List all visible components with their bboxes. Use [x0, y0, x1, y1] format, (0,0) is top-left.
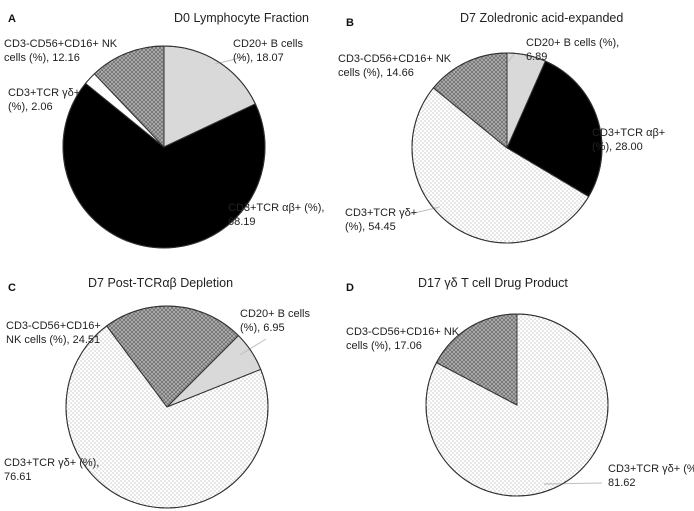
- slice-label-line: CD3-CD56+CD16+ NK: [346, 326, 460, 338]
- slice-label-line: CD3+TCR γδ+: [8, 87, 80, 99]
- panel-title: D7 Zoledronic acid-expanded: [460, 11, 623, 25]
- panel-b: B D7 Zoledronic acid-expanded CD20+ B cell…: [338, 11, 665, 244]
- leader-line-cd20-b-cells: [239, 338, 267, 356]
- slice-label-line: (%), 2.06: [8, 101, 53, 113]
- panel-title: D0 Lymphocyte Fraction: [174, 11, 309, 25]
- slice-label-line: cells (%), 12.16: [4, 52, 80, 64]
- slice-label-line: CD3+TCR αβ+ (%),: [228, 202, 324, 214]
- panel-letter: A: [8, 13, 16, 25]
- slice-label-cd3-tcr: CD3+TCR γδ+ (%), 2.06: [8, 87, 80, 113]
- panel-letter: C: [8, 282, 16, 294]
- slice-label-line: (%), 18.07: [233, 52, 284, 64]
- pie-outline: [65, 305, 269, 509]
- slice-label-line: (%), 28.00: [592, 141, 643, 153]
- slice-label-line: CD3+TCR αβ+: [592, 127, 665, 139]
- panel-d: D D17 γδ T cell Drug Product CD3+TCR γδ+ (…: [346, 276, 694, 497]
- slice-label-cd20-b-cells: CD20+ B cells (%), 18.07: [233, 38, 304, 64]
- slice-label-line: CD3+TCR γδ+ (%),: [608, 463, 694, 475]
- leader-line-cd3-tcr: [543, 482, 603, 485]
- slice-label-line: cells (%), 14.66: [338, 67, 414, 79]
- slice-label-line: CD20+ B cells (%),: [526, 37, 619, 49]
- panel-letter: B: [346, 17, 354, 29]
- slice-label-cd3-tcr: CD3+TCR αβ+ (%), 28.00: [592, 127, 665, 153]
- slice-label-cd3-tcr: CD3+TCR γδ+ (%), 76.61: [4, 457, 99, 483]
- slice-label-line: CD3-CD56+CD16+ NK: [338, 53, 452, 65]
- slice-label-line: cells (%), 17.06: [346, 340, 422, 352]
- leader-line-cd20-b-cells: [507, 53, 515, 63]
- panel-c: C D7 Post-TCRαβ Depletion CD20+ B cells (%)…: [4, 276, 311, 509]
- slice-label-line: CD3+TCR γδ+ (%),: [4, 457, 99, 469]
- slice-label-cd3-tcr: CD3+TCR γδ+ (%), 81.62: [608, 463, 694, 489]
- slice-label-line: 76.61: [4, 471, 32, 483]
- slice-label-line: CD3+TCR γδ+: [345, 207, 417, 219]
- slice-label-cd20-b-cells: CD20+ B cells (%), 6.95: [240, 308, 311, 334]
- leader-line-cd3-tcr: [409, 206, 441, 215]
- slice-label-line: CD20+ B cells: [240, 308, 311, 320]
- panels-layer: A D0 Lymphocyte Fraction CD20+ B cells (%),…: [4, 11, 694, 509]
- slice-label-line: CD3-CD56+CD16+ NK: [4, 38, 118, 50]
- panel-title: D7 Post-TCRαβ Depletion: [88, 276, 233, 290]
- slice-label-cd3-tcr: CD3+TCR αβ+ (%), 68.19: [228, 202, 324, 228]
- slice-label-cd3-cd56-cd16-nk-cells: CD3-CD56+CD16+ NK cells (%), 14.66: [338, 53, 452, 79]
- pie-outline: [62, 45, 266, 249]
- slice-label-line: 81.62: [608, 477, 636, 489]
- slice-label-line: CD3-CD56+CD16+: [6, 320, 101, 332]
- slice-label-cd3-cd56-cd16-nk-cells: CD3-CD56+CD16+ NK cells (%), 17.06: [346, 326, 460, 352]
- pie-outline: [425, 313, 609, 497]
- slice-label-cd3-cd56-cd16-nk-cells: CD3-CD56+CD16+ NK cells (%), 24.51: [6, 320, 101, 346]
- slice-label-line: (%), 6.95: [240, 322, 285, 334]
- slice-label-line: 6.89: [526, 51, 547, 63]
- slice-label-line: CD20+ B cells: [233, 38, 304, 50]
- slice-label-cd3-tcr: CD3+TCR γδ+ (%), 54.45: [345, 207, 417, 233]
- panel-title: D17 γδ T cell Drug Product: [418, 276, 568, 290]
- slice-label-cd3-cd56-cd16-nk-cells: CD3-CD56+CD16+ NK cells (%), 12.16: [4, 38, 118, 64]
- slice-label-line: (%), 54.45: [345, 221, 396, 233]
- slice-label-line: NK cells (%), 24.51: [6, 334, 100, 346]
- panel-letter: D: [346, 282, 354, 294]
- pie-outline: [411, 52, 603, 244]
- panel-a: A D0 Lymphocyte Fraction CD20+ B cells (%),…: [4, 11, 324, 249]
